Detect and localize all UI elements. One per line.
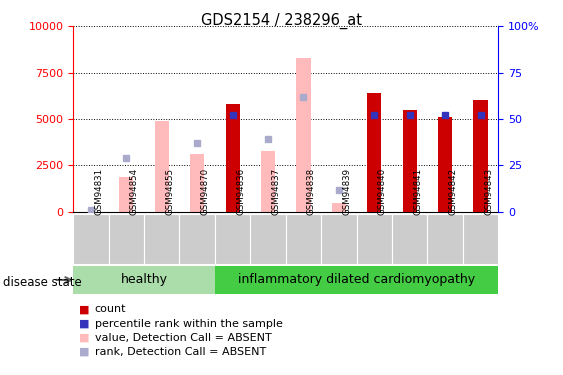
Text: GSM94841: GSM94841 (413, 168, 422, 215)
Bar (180, 214, 215, 264)
Text: disease state: disease state (3, 276, 82, 288)
Bar (473, 100, 488, 212)
Bar (403, 110, 417, 212)
Bar (226, 104, 240, 212)
Text: GSM94836: GSM94836 (236, 168, 245, 215)
Text: GSM94838: GSM94838 (307, 168, 316, 215)
Text: ■: ■ (79, 304, 90, 314)
Bar (356, 214, 392, 264)
Text: GSM94839: GSM94839 (342, 168, 351, 215)
Bar (438, 117, 452, 212)
Text: GSM94843: GSM94843 (484, 168, 493, 215)
Bar (285, 214, 321, 264)
Text: ■: ■ (79, 347, 90, 357)
Text: value, Detection Call = ABSENT: value, Detection Call = ABSENT (95, 333, 271, 343)
Text: GSM94840: GSM94840 (378, 168, 387, 215)
Bar (251, 214, 285, 264)
Text: GDS2154 / 238296_at: GDS2154 / 238296_at (201, 13, 362, 29)
Text: GSM94842: GSM94842 (449, 168, 458, 215)
Bar (427, 214, 463, 264)
Text: count: count (95, 304, 126, 314)
Text: ■: ■ (79, 333, 90, 343)
Text: GSM94854: GSM94854 (130, 168, 139, 215)
Bar (109, 214, 144, 264)
Bar (321, 214, 356, 264)
Text: rank, Detection Call = ABSENT: rank, Detection Call = ABSENT (95, 347, 266, 357)
Bar (296, 58, 311, 212)
Bar (190, 154, 204, 212)
Text: GSM94870: GSM94870 (200, 168, 209, 215)
Bar (332, 202, 346, 212)
Text: GSM94855: GSM94855 (166, 168, 175, 215)
Bar (463, 214, 498, 264)
Bar (392, 214, 427, 264)
Bar (73, 214, 109, 264)
Bar (215, 214, 251, 264)
Text: ■: ■ (79, 319, 90, 328)
Text: GSM94837: GSM94837 (271, 168, 280, 215)
Bar (261, 151, 275, 212)
Bar (155, 121, 169, 212)
Text: GSM94831: GSM94831 (95, 168, 104, 215)
Text: healthy: healthy (120, 273, 168, 286)
Bar (215, 266, 498, 294)
Bar (119, 177, 133, 212)
Bar (144, 214, 180, 264)
Text: percentile rank within the sample: percentile rank within the sample (95, 319, 283, 328)
Text: inflammatory dilated cardiomyopathy: inflammatory dilated cardiomyopathy (238, 273, 475, 286)
Bar (367, 93, 381, 212)
Bar (73, 266, 215, 294)
